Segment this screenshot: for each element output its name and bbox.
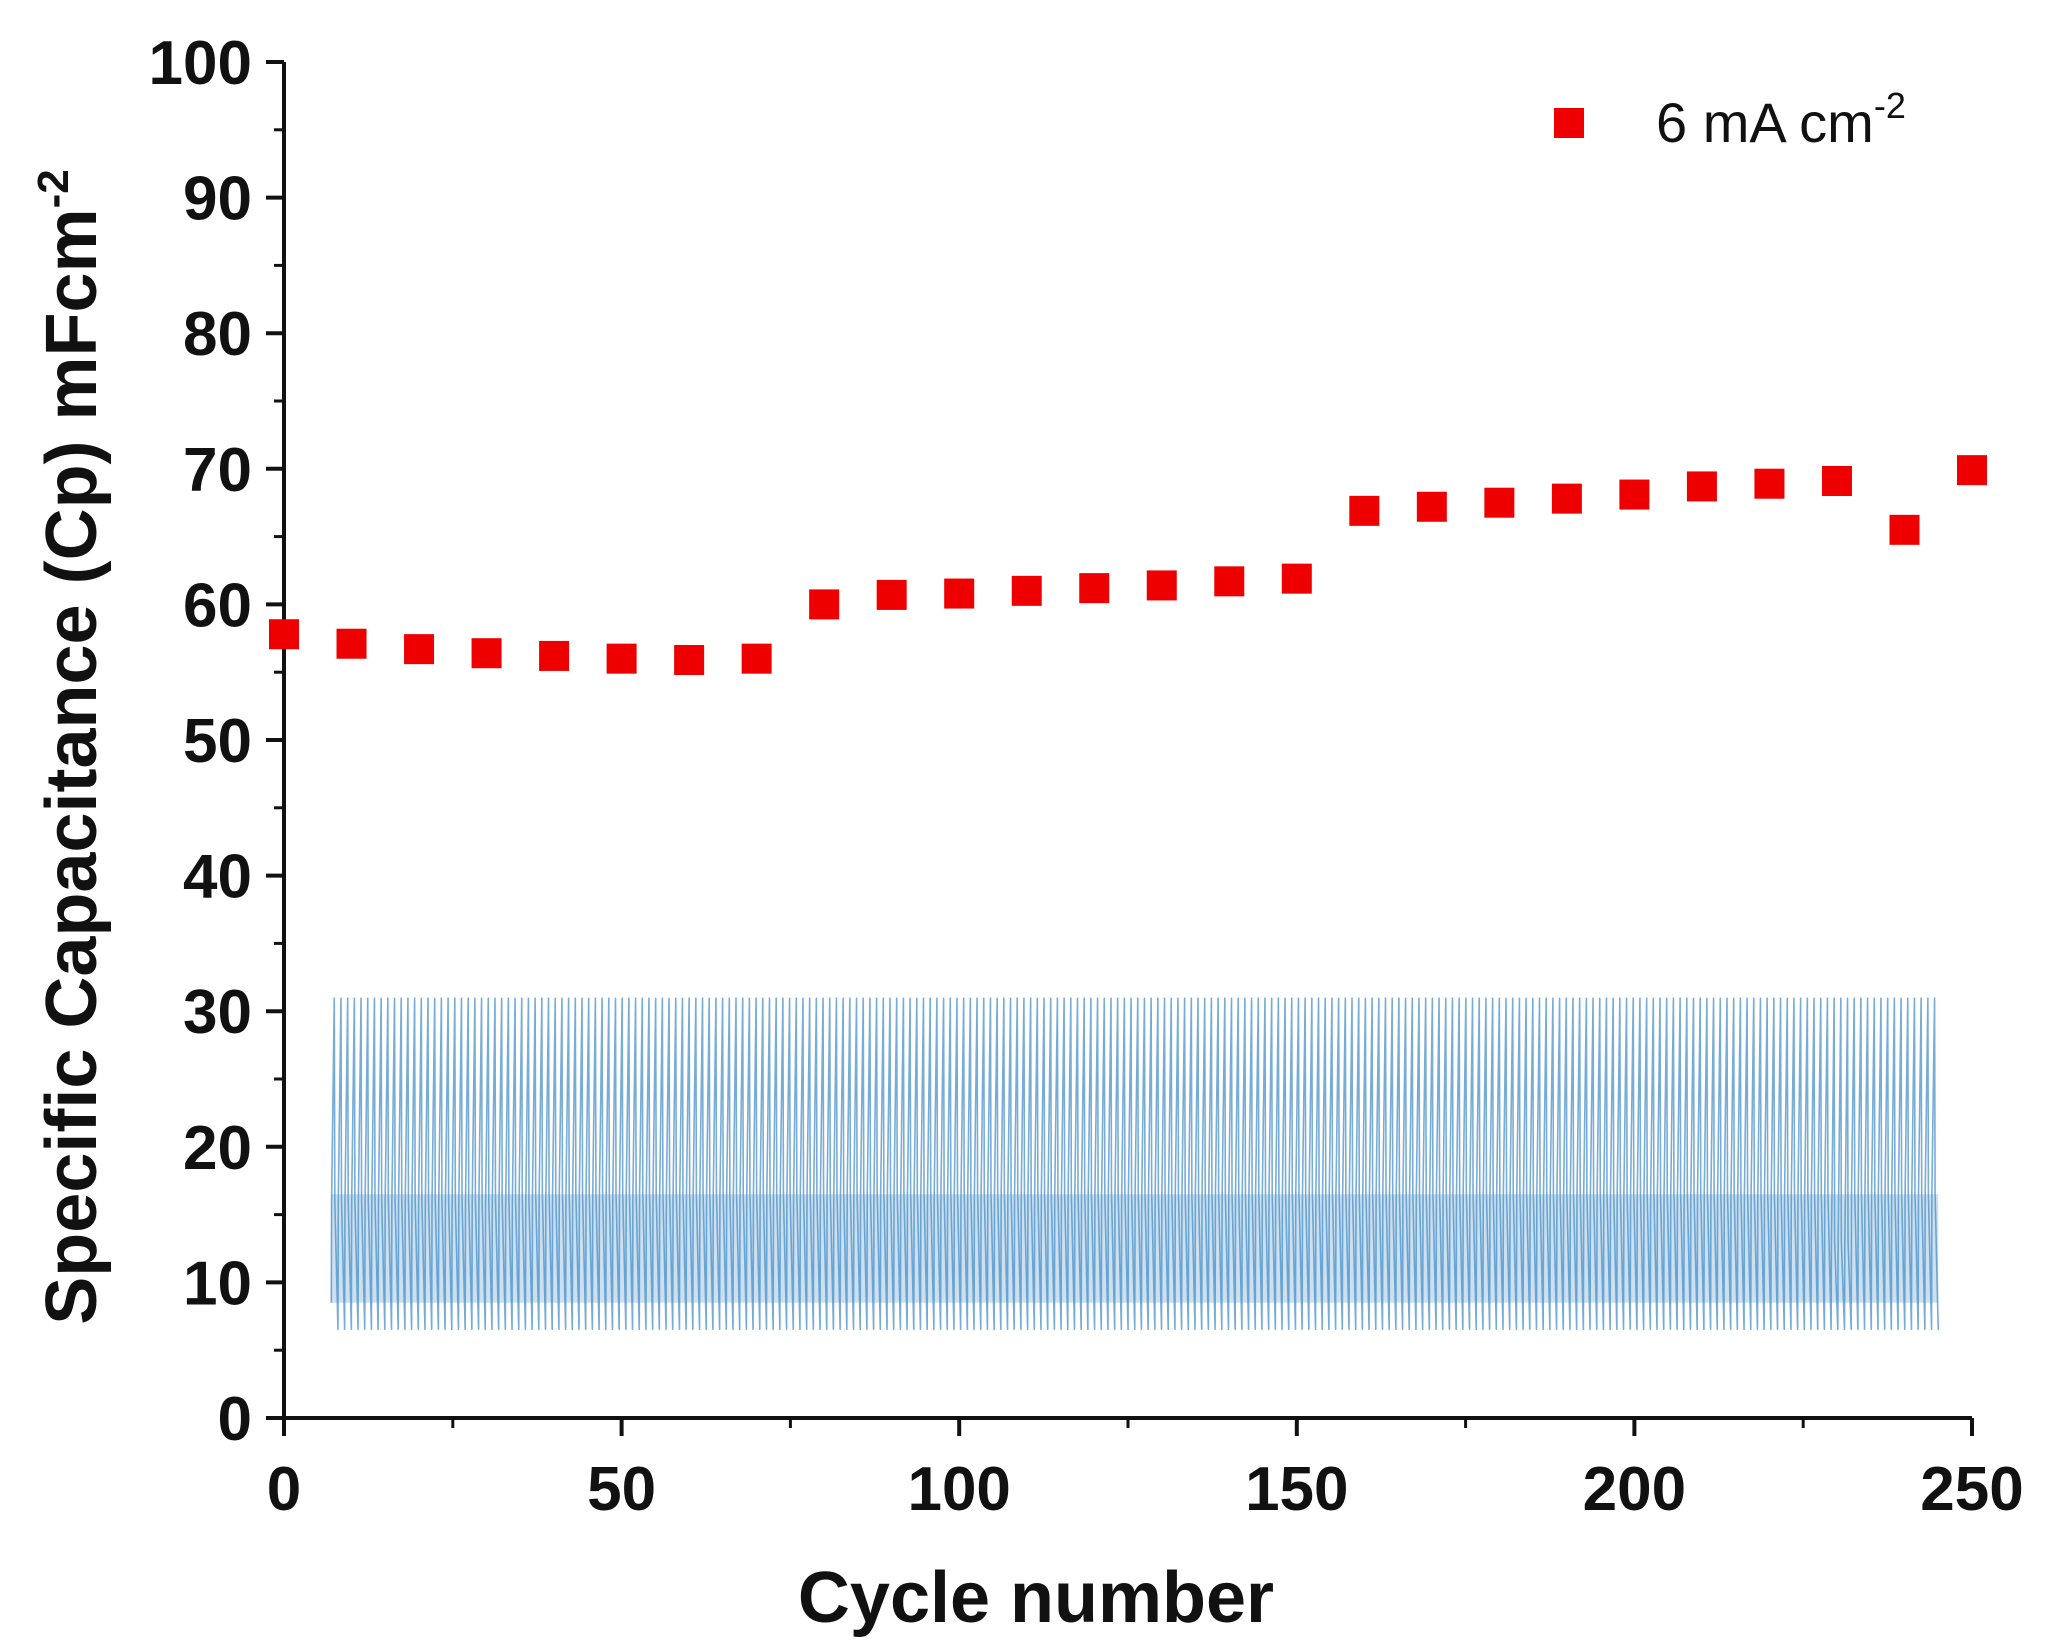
x-axis-title: Cycle number [798, 1558, 1274, 1638]
data-point [809, 589, 840, 620]
y-tick-label: 70 [183, 436, 252, 505]
data-point [944, 578, 975, 609]
data-point [269, 619, 299, 650]
legend-marker [1554, 108, 1584, 138]
y-tick-label: 100 [149, 29, 252, 98]
y-axis-title: Specific Capacitance (Cp) mFcm-2 [29, 169, 112, 1324]
data-point [741, 643, 772, 674]
legend: 6 mA cm-2 [1554, 85, 1906, 154]
legend-label: 6 mA cm-2 [1656, 85, 1906, 154]
x-tick-label: 100 [907, 1455, 1010, 1524]
data-point [1754, 468, 1785, 499]
y-tick-label: 20 [183, 1114, 252, 1183]
data-point [1889, 514, 1920, 545]
data-point [606, 643, 637, 674]
x-tick-label: 200 [1583, 1455, 1686, 1524]
x-tick-label: 150 [1245, 1455, 1348, 1524]
inset-dense-band [331, 1194, 1939, 1303]
data-point [876, 579, 907, 610]
x-tick-label: 250 [1920, 1455, 2023, 1524]
y-tick-label: 0 [218, 1385, 252, 1454]
data-point [1281, 563, 1312, 594]
data-point [1484, 487, 1515, 518]
inset-gcd-curve [330, 997, 1940, 1330]
y-tick-label: 50 [183, 707, 252, 776]
data-series [269, 455, 1987, 675]
y-tick-label: 60 [183, 571, 252, 640]
data-point [1686, 471, 1717, 502]
data-point [404, 634, 435, 665]
data-point [471, 638, 502, 669]
data-point [1821, 466, 1852, 497]
y-tick-label: 10 [183, 1249, 252, 1318]
y-tick-label: 80 [183, 300, 252, 369]
data-point [1551, 483, 1582, 514]
data-point [674, 644, 705, 675]
data-point [1619, 479, 1650, 510]
y-tick-label: 40 [183, 843, 252, 912]
data-point [1957, 455, 1987, 486]
y-axis: 0 10 20 30 40 50 60 70 80 90 100 [149, 29, 284, 1454]
y-tick-label: 30 [183, 978, 252, 1047]
data-point [1214, 566, 1245, 597]
x-tick-label: 0 [267, 1455, 301, 1524]
data-point [1011, 575, 1042, 606]
data-point [336, 628, 367, 659]
data-point [1349, 495, 1380, 526]
data-point [1416, 491, 1447, 522]
inset-trace [330, 997, 1940, 1330]
data-point [1079, 573, 1110, 604]
x-tick-label: 50 [587, 1455, 656, 1524]
data-point [539, 640, 570, 671]
x-axis: 0 50 100 150 200 250 [267, 1418, 2024, 1524]
y-tick-label: 90 [183, 165, 252, 234]
data-point [1146, 570, 1177, 601]
